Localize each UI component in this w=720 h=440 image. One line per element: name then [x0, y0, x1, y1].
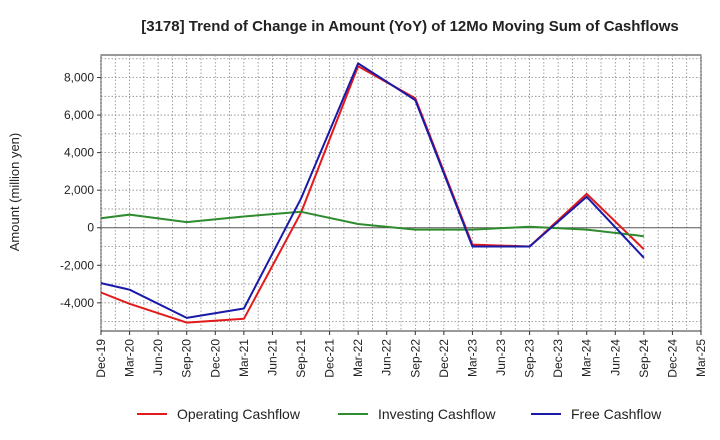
- y-tick-label: 0: [87, 221, 94, 235]
- x-tick-label: Dec-23: [551, 339, 565, 378]
- y-tick-label: 2,000: [64, 183, 94, 197]
- x-tick-label: Jun-24: [608, 339, 622, 376]
- x-axis-ticks: Dec-19 Mar-20 Jun-20 Sep-20 Dec-20 Mar-21 Jun-…: [94, 331, 708, 378]
- x-tick-label: Dec-19: [94, 339, 108, 378]
- y-axis-label: Amount (million yen): [7, 133, 22, 252]
- chart-title: [3178] Trend of Change in Amount (YoY) o…: [141, 18, 679, 35]
- y-tick-label: -2,000: [60, 258, 94, 272]
- x-tick-label: Mar-25: [694, 339, 708, 377]
- x-tick-label: Jun-22: [380, 339, 394, 376]
- series-lines: [100, 62, 645, 324]
- legend-label: Operating Cashflow: [177, 406, 301, 422]
- x-tick-label: Mar-20: [123, 339, 137, 377]
- x-tick-label: Sep-20: [180, 339, 194, 378]
- x-tick-label: Jun-21: [265, 339, 279, 376]
- gridlines: [100, 55, 702, 331]
- x-tick-label: Sep-24: [637, 339, 651, 378]
- x-tick-label: Sep-22: [408, 339, 422, 378]
- series-line-free-cashflow: [100, 62, 645, 319]
- legend-label: Free Cashflow: [571, 406, 662, 422]
- x-tick-label: Mar-23: [465, 339, 479, 377]
- legend: Operating Cashflow Investing Cashflow Free…: [137, 406, 662, 422]
- y-tick-label: -4,000: [60, 296, 94, 310]
- x-tick-label: Mar-24: [580, 339, 594, 377]
- x-tick-label: Mar-21: [237, 339, 251, 377]
- y-tick-label: 4,000: [64, 146, 94, 160]
- x-tick-label: Sep-21: [294, 339, 308, 378]
- y-axis-ticks: -4,000 -2,000 0 2,000 4,000 6,000 8,000: [60, 71, 101, 310]
- x-tick-label: Sep-23: [523, 339, 537, 378]
- x-tick-label: Dec-21: [323, 339, 337, 378]
- x-tick-label: Jun-23: [494, 339, 508, 376]
- x-tick-label: Dec-22: [437, 339, 451, 378]
- x-tick-label: Dec-20: [208, 339, 222, 378]
- legend-label: Investing Cashflow: [378, 406, 496, 422]
- x-tick-label: Jun-20: [151, 339, 165, 376]
- series-line-investing-cashflow: [100, 210, 645, 238]
- x-tick-label: Dec-24: [665, 339, 679, 378]
- y-tick-label: 8,000: [64, 71, 94, 85]
- x-tick-label: Mar-22: [351, 339, 365, 377]
- y-tick-label: 6,000: [64, 108, 94, 122]
